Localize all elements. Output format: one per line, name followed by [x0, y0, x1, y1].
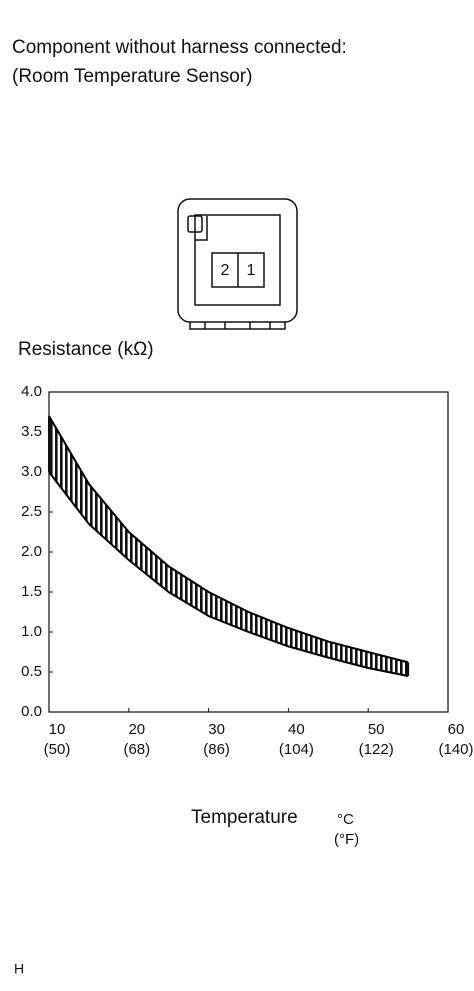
x-axis-unit: °C — [337, 811, 354, 828]
x-tick-label-f: (50) — [44, 741, 71, 758]
y-tick-label: 1.5 — [21, 583, 42, 600]
header-line: (Room Temperature Sensor) — [12, 66, 252, 87]
band-edge — [48, 415, 409, 664]
y-axis-label: Resistance (kΩ) — [18, 339, 154, 360]
y-tick-label: 4.0 — [21, 383, 42, 400]
x-tick-label-f: (68) — [123, 741, 150, 758]
band-edge — [48, 471, 409, 677]
x-axis-label: Temperature — [191, 807, 298, 828]
band-hatch — [49, 416, 409, 676]
x-tick-label: 10 — [49, 721, 66, 738]
y-tick-label: 0.0 — [21, 703, 42, 720]
x-tick-label: 20 — [128, 721, 145, 738]
x-tick-label-f: (122) — [359, 741, 394, 758]
y-tick-label: 0.5 — [21, 663, 42, 680]
x-axis-unit: (°F) — [334, 831, 359, 848]
x-tick-label-f: (140) — [438, 741, 473, 758]
y-tick-label: 2.0 — [21, 543, 42, 560]
x-tick-label: 50 — [368, 721, 385, 738]
y-tick-label: 2.5 — [21, 503, 42, 520]
y-tick-label: 3.5 — [21, 423, 42, 440]
plot: 0.0 0.5 1.0 1.5 2.0 2.5 3.0 3.5 4.0 10 (50) 20 (68) 3… — [21, 383, 473, 758]
y-tick-label: 1.0 — [21, 623, 42, 640]
pin-label: 2 — [221, 262, 230, 279]
connector-drawing — [177, 198, 298, 330]
x-tick-label: 40 — [288, 721, 305, 738]
header-line: Component without harness connected: — [12, 37, 347, 58]
x-tick-label: 30 — [208, 721, 225, 738]
x-tick-label: 60 — [448, 721, 465, 738]
footer-code: H — [14, 961, 24, 977]
pin-label: 1 — [247, 262, 256, 279]
x-tick-label-f: (104) — [279, 741, 314, 758]
y-tick-label: 3.0 — [21, 463, 42, 480]
x-tick-label-f: (86) — [203, 741, 230, 758]
